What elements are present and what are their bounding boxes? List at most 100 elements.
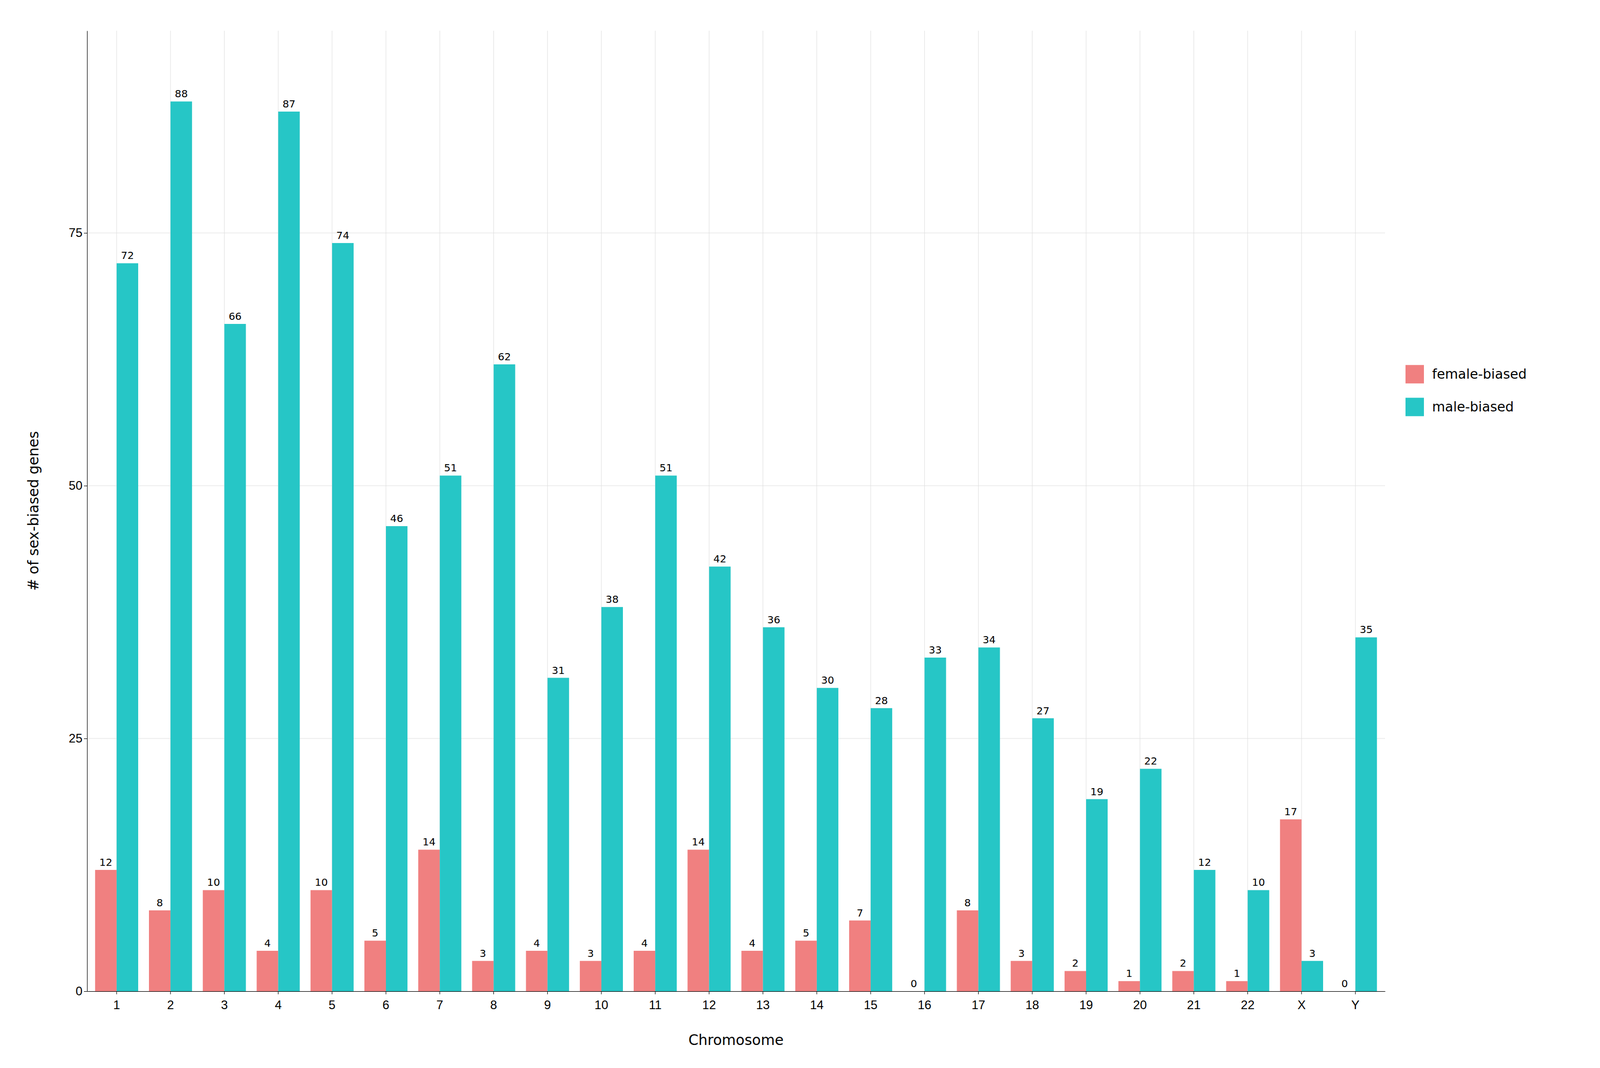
bar (601, 607, 623, 992)
tick: 16 (917, 991, 932, 1012)
tick-label: 9 (544, 998, 551, 1012)
tick-mark (708, 991, 710, 995)
bar (655, 475, 677, 992)
data-label: 5 (372, 926, 379, 940)
tick: 50 (68, 478, 88, 493)
bar (795, 940, 817, 992)
bar (1064, 970, 1087, 992)
tick-label: 1 (113, 998, 120, 1012)
data-label: 88 (174, 87, 188, 100)
tick: 4 (274, 991, 282, 1012)
tick-mark (493, 991, 494, 995)
tick-mark (385, 991, 387, 995)
bar (1118, 981, 1140, 992)
bar (364, 940, 386, 992)
tick-label: 13 (755, 998, 770, 1012)
tick-label: 0 (75, 984, 83, 999)
bar (1301, 961, 1324, 992)
tick-mark (83, 485, 88, 487)
data-label: 4 (748, 937, 756, 950)
data-label: 36 (767, 613, 781, 626)
tick: 0 (75, 984, 88, 999)
legend-item: female-biased (1405, 364, 1527, 384)
data-label: 7 (856, 906, 864, 920)
legend-swatch (1405, 397, 1424, 417)
data-label: 3 (1309, 947, 1316, 960)
tick: 12 (702, 991, 717, 1012)
data-label: 10 (207, 876, 221, 889)
data-label: 3 (587, 947, 595, 960)
data-label: 46 (390, 512, 403, 525)
tick: X (1297, 991, 1306, 1012)
tick-mark (924, 991, 925, 995)
bar (224, 323, 246, 992)
data-label: 19 (1090, 785, 1104, 798)
data-label: 8 (156, 896, 164, 910)
tick: 19 (1079, 991, 1094, 1012)
tick-label: 14 (809, 998, 824, 1012)
tick-mark (1193, 991, 1195, 995)
y-axis-title: # of sex-biased genes (25, 430, 42, 591)
data-label: 42 (713, 552, 727, 566)
tick-mark (224, 991, 225, 995)
axis-line (87, 31, 88, 992)
bar (95, 870, 117, 992)
data-label: 4 (533, 937, 540, 950)
tick-mark (600, 991, 602, 995)
data-label: 3 (1018, 947, 1025, 960)
bar (202, 890, 225, 992)
tick-mark (1031, 991, 1033, 995)
tick-mark (83, 738, 88, 740)
tick-label: 20 (1133, 998, 1148, 1012)
data-label: 30 (820, 674, 834, 687)
bar (1355, 637, 1377, 992)
tick-label: 21 (1186, 998, 1201, 1012)
tick: 15 (863, 991, 878, 1012)
data-label: 35 (1359, 623, 1373, 636)
tick-label: 5 (328, 998, 336, 1012)
tick-label: 7 (436, 998, 444, 1012)
bar (547, 678, 570, 992)
legend-swatch (1405, 364, 1424, 384)
tick-mark (870, 991, 872, 995)
tick-mark (1247, 991, 1248, 995)
bar (1172, 970, 1194, 992)
data-label: 0 (1341, 977, 1349, 990)
bar (870, 708, 893, 992)
bar (978, 647, 1001, 992)
tick-mark (331, 991, 333, 995)
data-label: 5 (802, 926, 810, 940)
data-label: 38 (605, 593, 619, 606)
data-label: 2 (1072, 957, 1079, 970)
bar (148, 910, 171, 992)
grid (87, 30, 1386, 992)
data-label: 12 (1198, 856, 1212, 869)
tick-label: 50 (68, 478, 83, 493)
bar (1247, 890, 1270, 992)
data-label: 87 (282, 97, 296, 111)
legend-label: female-biased (1432, 366, 1527, 382)
axis-line (87, 991, 1386, 992)
data-label: 51 (444, 461, 458, 474)
tick-label: 19 (1079, 998, 1094, 1012)
tick-label: 3 (221, 998, 228, 1012)
tick-mark (978, 991, 979, 995)
data-label: 17 (1284, 805, 1297, 818)
tick-mark (116, 991, 117, 995)
data-label: 1 (1126, 967, 1133, 980)
bar (1010, 961, 1033, 992)
tick: 9 (544, 991, 551, 1012)
tick-mark (277, 991, 279, 995)
tick: 14 (809, 991, 824, 1012)
data-label: 72 (120, 249, 134, 262)
data-label: 74 (336, 229, 350, 242)
grid-line (1247, 30, 1248, 992)
bar (471, 961, 494, 992)
tick: 5 (328, 991, 336, 1012)
data-label: 10 (314, 876, 328, 889)
bar (256, 950, 278, 992)
bar (278, 111, 300, 992)
tick-label: X (1297, 998, 1306, 1012)
bar (439, 475, 462, 992)
data-label: 22 (1144, 754, 1158, 768)
